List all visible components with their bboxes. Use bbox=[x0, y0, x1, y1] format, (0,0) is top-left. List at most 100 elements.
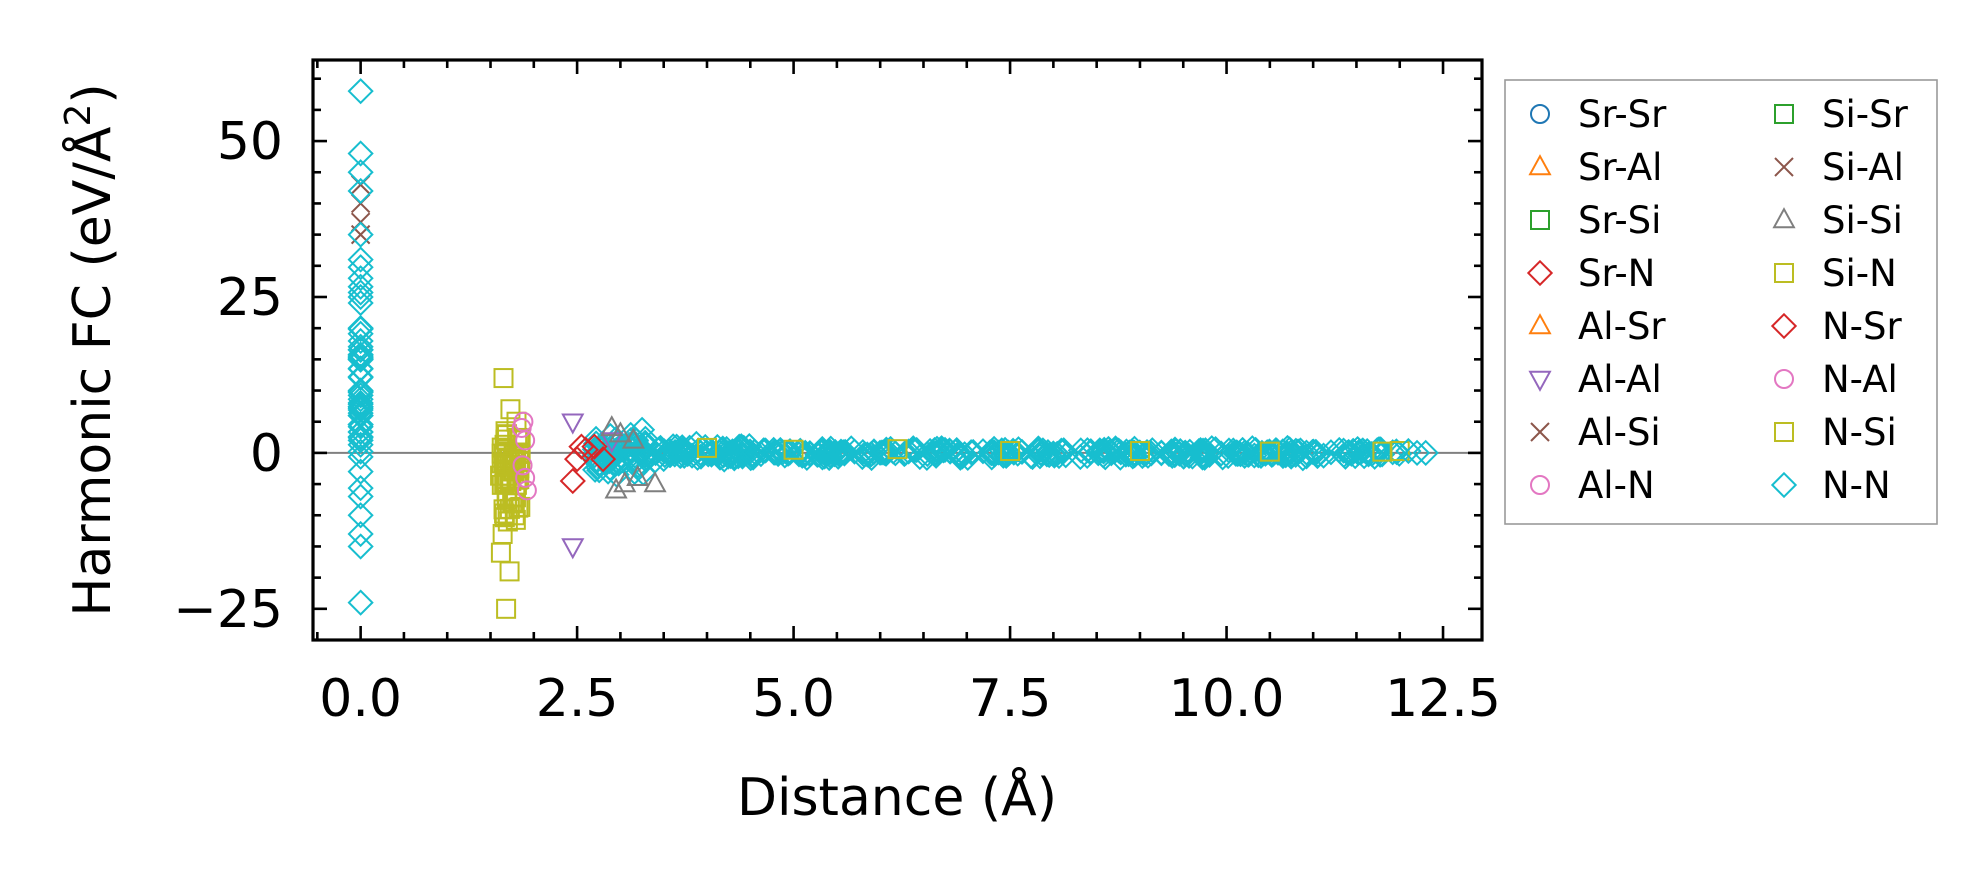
band-point-n-n bbox=[1167, 437, 1194, 465]
band-point-n-n bbox=[827, 438, 855, 465]
band-point-n-n bbox=[1304, 442, 1331, 470]
band-point-n-n bbox=[597, 443, 624, 470]
band-point-n-n bbox=[760, 436, 787, 463]
band-point-n-n bbox=[347, 393, 374, 420]
band-point-n-n bbox=[1189, 441, 1217, 468]
band-point-n-n bbox=[928, 435, 955, 462]
point-n-si bbox=[1389, 441, 1410, 462]
band-point-n-n bbox=[1263, 437, 1290, 464]
legend-label-si-al: Si-Al bbox=[1822, 146, 1904, 189]
point-n-n bbox=[347, 283, 374, 311]
band-point-n-n bbox=[1138, 440, 1165, 467]
legend-marker-si-si bbox=[1772, 207, 1796, 229]
band-point-n-n bbox=[1036, 441, 1063, 469]
point-al-n bbox=[515, 430, 536, 451]
legend: Sr-Sr Sr-Al Sr-Si Sr-N Al-Sr Al-Al Al-Si Al-N Si… bbox=[1504, 79, 1938, 525]
point-n-n bbox=[347, 402, 374, 429]
point-n-n bbox=[347, 502, 374, 529]
band-point-n-n bbox=[1254, 439, 1281, 466]
band-point-n-n bbox=[656, 441, 683, 469]
y-tick-label: 25 bbox=[217, 268, 283, 328]
legend-label-si-si: Si-Si bbox=[1822, 199, 1903, 242]
band-point-n-n bbox=[709, 436, 736, 463]
band-point-n-n bbox=[651, 441, 678, 469]
legend-label-sr-sr: Sr-Sr bbox=[1578, 93, 1667, 136]
band-point-n-n bbox=[1223, 439, 1250, 466]
legend-marker-n-al bbox=[1774, 369, 1794, 389]
legend-marker-si-n bbox=[1774, 263, 1794, 283]
band-point-n-n bbox=[1335, 438, 1362, 466]
point-n-si bbox=[1000, 441, 1021, 462]
band-point-n-n bbox=[1133, 438, 1161, 466]
band-point-n-n bbox=[347, 363, 374, 390]
legend-label-n-si: N-Si bbox=[1822, 411, 1897, 454]
band-point-n-n bbox=[685, 437, 712, 464]
band-point-n-n bbox=[347, 413, 374, 440]
point-si-n bbox=[499, 561, 520, 582]
band-point-n-n bbox=[347, 333, 374, 360]
legend-label-si-n: Si-N bbox=[1822, 252, 1897, 295]
legend-label-al-al: Al-Al bbox=[1578, 358, 1662, 401]
data-points bbox=[347, 78, 1439, 619]
point-si-n bbox=[490, 542, 511, 563]
legend-marker-n-n bbox=[1770, 471, 1798, 499]
point-n-n bbox=[347, 520, 374, 548]
band-point-n-n bbox=[582, 447, 609, 474]
band-point-n-n bbox=[1355, 441, 1382, 468]
y-tick-label: 50 bbox=[217, 112, 283, 172]
legend-label-si-sr: Si-Sr bbox=[1822, 93, 1909, 136]
band-point-n-n bbox=[347, 382, 374, 409]
point-sr-n bbox=[589, 446, 617, 473]
point-n-n bbox=[1403, 439, 1431, 467]
point-n-si bbox=[696, 437, 717, 458]
band-point-n-n bbox=[880, 438, 907, 465]
point-n-n bbox=[347, 159, 374, 186]
legend-marker-al-al bbox=[1528, 370, 1552, 392]
band-point-n-n bbox=[954, 444, 981, 471]
legend-frame bbox=[1504, 79, 1938, 525]
point-n-n bbox=[347, 140, 374, 167]
tick-labels: 0.0 2.5 5.0 7.5 10.0 12.5 −25 0 25 50 bbox=[173, 112, 1501, 729]
point-al-n bbox=[516, 480, 537, 501]
x-tick-label: 7.5 bbox=[969, 669, 1052, 729]
point-sr-n bbox=[581, 433, 608, 460]
band-point-n-n bbox=[713, 435, 740, 463]
x-axis-label: Distance (Å) bbox=[737, 766, 1057, 828]
band-point-n-n bbox=[766, 437, 793, 465]
band-point-n-n bbox=[347, 431, 374, 458]
legend-label-n-al: N-Al bbox=[1822, 358, 1898, 401]
legend-label-sr-si: Sr-Si bbox=[1578, 199, 1661, 242]
point-si-si bbox=[600, 415, 624, 437]
y-tick-label: −25 bbox=[173, 580, 283, 640]
band-point-n-n bbox=[1187, 437, 1214, 464]
point-n-n bbox=[347, 177, 374, 205]
band-point-n-n bbox=[921, 436, 948, 464]
legend-label-sr-al: Sr-Al bbox=[1578, 146, 1662, 189]
point-n-n bbox=[347, 78, 374, 105]
band-point-n-n bbox=[1235, 441, 1262, 468]
band-point-n-n bbox=[1271, 441, 1298, 468]
legend-marker-n-si bbox=[1774, 422, 1794, 442]
point-n-si bbox=[1129, 441, 1150, 462]
legend-label-n-n: N-N bbox=[1822, 464, 1891, 507]
x-tick-label: 12.5 bbox=[1385, 669, 1501, 729]
band-point-n-n bbox=[741, 438, 768, 465]
band-point-n-n bbox=[1119, 443, 1146, 470]
x-tick-label: 10.0 bbox=[1169, 669, 1285, 729]
legend-marker-n-sr bbox=[1770, 312, 1798, 340]
point-n-si bbox=[1259, 441, 1280, 462]
point-n-n bbox=[347, 246, 374, 273]
point-n-n bbox=[347, 483, 374, 510]
legend-marker-si-al bbox=[1774, 157, 1794, 177]
band-point-n-n bbox=[1090, 442, 1117, 469]
band-point-n-n bbox=[1096, 438, 1123, 465]
band-point-n-n bbox=[347, 475, 374, 502]
band-point-n-n bbox=[347, 289, 374, 317]
legend-marker-sr-n bbox=[1526, 259, 1554, 287]
band-point-n-n bbox=[674, 440, 701, 468]
point-n-n bbox=[347, 458, 374, 485]
point-n-n bbox=[347, 427, 374, 454]
x-tick-label: 5.0 bbox=[752, 669, 835, 729]
point-n-n bbox=[347, 221, 374, 248]
